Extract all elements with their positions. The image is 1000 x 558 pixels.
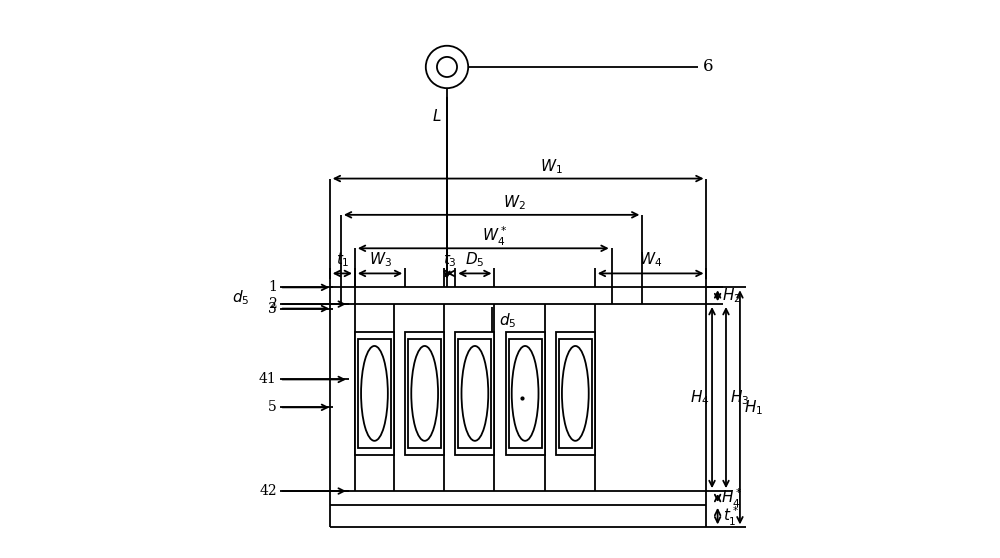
Text: $d_5$: $d_5$ xyxy=(232,288,249,307)
Text: 6: 6 xyxy=(703,59,713,75)
Text: $W_1$: $W_1$ xyxy=(540,157,563,176)
Text: $H_4$: $H_4$ xyxy=(690,388,710,407)
Text: $H_1$: $H_1$ xyxy=(744,398,763,417)
Text: $H_3$: $H_3$ xyxy=(730,388,750,407)
Text: $t_1$: $t_1$ xyxy=(336,250,349,269)
Text: 42: 42 xyxy=(259,484,277,498)
Ellipse shape xyxy=(512,346,539,441)
Text: 2: 2 xyxy=(268,297,277,311)
Text: $t^*_1$: $t^*_1$ xyxy=(723,504,740,528)
Text: $W_4$: $W_4$ xyxy=(639,250,662,269)
Text: $H_2$: $H_2$ xyxy=(722,286,741,305)
Bar xyxy=(509,339,542,448)
Bar xyxy=(405,332,444,455)
Bar xyxy=(506,332,545,455)
Circle shape xyxy=(437,57,457,77)
Bar xyxy=(556,332,595,455)
Text: 3: 3 xyxy=(268,301,277,316)
Text: $W_3$: $W_3$ xyxy=(369,250,392,269)
Text: $W^*_4$: $W^*_4$ xyxy=(482,224,507,248)
Bar xyxy=(455,332,494,455)
Text: $t_3$: $t_3$ xyxy=(443,250,457,269)
Bar xyxy=(458,339,491,448)
Text: 41: 41 xyxy=(259,372,277,387)
Ellipse shape xyxy=(411,346,438,441)
Ellipse shape xyxy=(361,346,388,441)
Bar xyxy=(355,332,394,455)
Bar xyxy=(559,339,592,448)
Text: $d_5$: $d_5$ xyxy=(499,311,516,330)
Text: $H^*_4$: $H^*_4$ xyxy=(721,487,742,509)
Text: $W_2$: $W_2$ xyxy=(503,193,525,212)
Text: 1: 1 xyxy=(268,280,277,295)
Ellipse shape xyxy=(461,346,488,441)
Bar xyxy=(408,339,441,448)
Text: $D_5$: $D_5$ xyxy=(465,250,485,269)
Text: 5: 5 xyxy=(268,400,277,415)
Ellipse shape xyxy=(562,346,589,441)
Text: $L$: $L$ xyxy=(432,108,442,124)
Bar xyxy=(358,339,391,448)
Circle shape xyxy=(426,46,468,88)
